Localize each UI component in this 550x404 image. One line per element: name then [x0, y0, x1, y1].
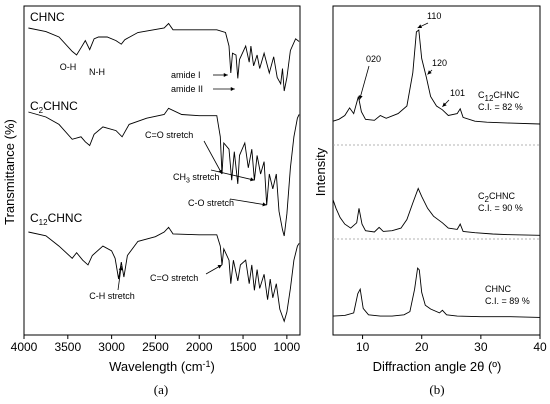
ftir-panel: 4000 3500 3000 2500 2000 1500 1000 CHNCC2CHNCC…: [2, 5, 301, 397]
ftir-x-tick-label: 4000: [11, 340, 38, 354]
xrd-curve-chnc: [332, 267, 541, 318]
xrd-peak-arrow: [358, 65, 370, 100]
xrd-crystallinity-index: C.I. = 90 %: [478, 203, 523, 213]
ftir-x-axis-title: Wavelength (cm-1): [109, 359, 215, 374]
panel-a-letter: (a): [154, 382, 168, 397]
ftir-x-tick-label: 3000: [98, 340, 125, 354]
ftir-series-labels: CHNC C2CHNC C12CHNC: [30, 10, 83, 227]
panel-b-letter: (b): [429, 382, 444, 397]
ftir-y-axis-title: Transmittance (%): [2, 119, 17, 225]
xrd-x-axis-title: Diffraction angle 2θ (º): [373, 359, 502, 374]
xrd-plot-frame: [332, 5, 541, 336]
xrd-curve-c2chnc: [332, 187, 541, 236]
ftir-x-tick-label: 1500: [230, 340, 257, 354]
ftir-annotation: C=O stretch: [145, 130, 193, 140]
xrd-peak-label: 020: [366, 54, 381, 64]
ftir-x-tick-label: 2000: [186, 340, 213, 354]
xrd-label-c12chnc: C12CHNC: [478, 90, 520, 103]
xrd-curve-c12chnc: [332, 29, 541, 125]
ftir-annotation: amide I: [171, 70, 201, 80]
ftir-x-tick-label: 1000: [274, 340, 301, 354]
xrd-x-tick-label: 10: [356, 340, 370, 354]
ftir-annotation: N-H: [89, 67, 105, 77]
xrd-peak-label: 101: [450, 88, 465, 98]
ftir-label-c2chnc: C2CHNC: [30, 99, 78, 115]
ftir-annotation: O-H: [60, 62, 77, 72]
xrd-peak-label: 120: [432, 58, 447, 68]
xrd-x-tick-label: 30: [474, 340, 488, 354]
xrd-x-ticks: 10 20 30 40: [356, 335, 547, 354]
ftir-label-c12chnc: C12CHNC: [30, 211, 83, 227]
ftir-curve-chnc: [28, 22, 300, 92]
ftir-annotation-arrow: [203, 140, 223, 175]
ftir-curve-c2chnc: [28, 107, 300, 237]
ftir-annotation-arrow: [229, 198, 267, 207]
xrd-x-tick-label: 20: [415, 340, 429, 354]
ftir-annotation: C-H stretch: [89, 291, 135, 301]
xrd-peak-arrow: [417, 22, 429, 29]
xrd-label-c2chnc: C2CHNC: [478, 191, 515, 204]
xrd-crystallinity-index: C.I. = 89 %: [485, 296, 530, 306]
ftir-annotation: amide II: [171, 84, 203, 94]
ftir-x-ticks: 4000 3500 3000 2500 2000 1500 1000: [11, 335, 301, 354]
xrd-curves: [332, 29, 541, 318]
xrd-peak-arrow: [442, 99, 450, 108]
ftir-curves: [28, 22, 300, 323]
ftir-x-tick-label: 3500: [54, 340, 81, 354]
xrd-dividers: [333, 144, 540, 240]
ftir-annotation-arrow: [117, 266, 123, 291]
xrd-peak-label: 110: [427, 11, 441, 21]
xrd-peak-arrow: [427, 69, 433, 75]
xrd-peak-labels: 020 110 120 101: [358, 11, 465, 108]
ftir-annotation-arrow: [210, 169, 255, 182]
ftir-annotation: C-O stretch: [188, 198, 234, 208]
ftir-curve-c12chnc: [28, 226, 300, 323]
xrd-y-axis-title: Intensity: [313, 147, 328, 196]
xrd-label-chnc: CHNC: [485, 284, 511, 294]
ftir-annotation: C=O stretch: [150, 273, 198, 283]
ftir-plot-frame: [23, 5, 301, 336]
xrd-x-tick-label: 40: [533, 340, 547, 354]
ftir-x-tick-label: 2500: [142, 340, 169, 354]
xrd-crystallinity-index: C.I. = 82 %: [478, 102, 523, 112]
ftir-annotation: CH3 stretch: [173, 172, 219, 185]
ftir-annotation-arrow: [205, 264, 223, 275]
ftir-label-chnc: CHNC: [30, 10, 65, 24]
ftir-annotation-arrow: [213, 87, 235, 91]
ftir-annotations: O-H N-H amide I amide II C=O stretch CH3 stre…: [60, 62, 267, 301]
ftir-annotation-arrow: [213, 73, 228, 77]
